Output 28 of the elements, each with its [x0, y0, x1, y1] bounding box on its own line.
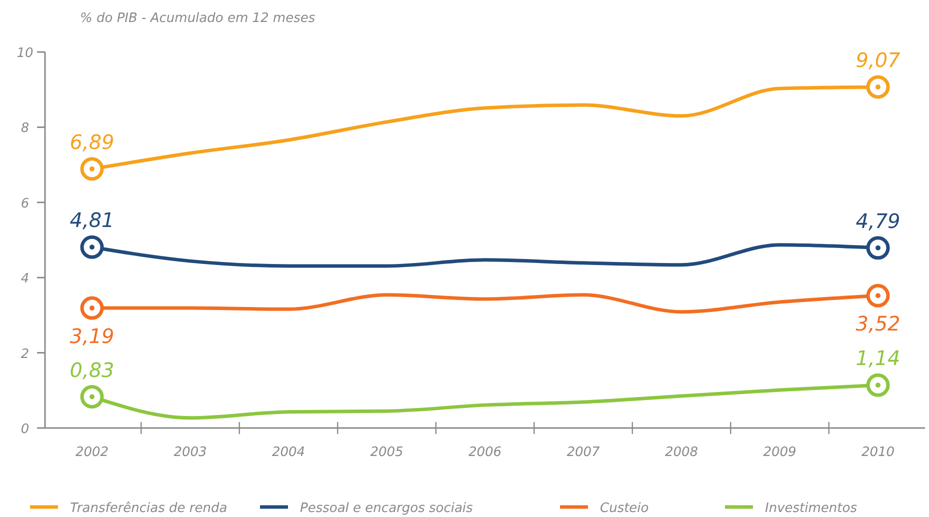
data-label: 0,83 [70, 358, 114, 382]
legend-label: Investimentos [765, 501, 858, 516]
x-tick-label: 2006 [468, 445, 502, 460]
y-tick-label: 6 [20, 196, 30, 212]
x-tick-label: 2003 [174, 445, 207, 460]
y-tick-label: 0 [20, 422, 30, 437]
chart-title: % do PIB - Acumulado em 12 meses [80, 11, 316, 26]
x-tick-label: 2010 [861, 445, 895, 460]
data-label: 1,14 [856, 346, 900, 370]
x-tick-label: 2005 [370, 445, 404, 460]
data-label: 3,52 [856, 312, 900, 336]
y-tick-label: 10 [16, 46, 34, 61]
y-tick-label: 4 [20, 272, 30, 287]
legend-label: Custeio [600, 501, 649, 516]
x-tick-label: 2008 [664, 445, 698, 460]
y-tick-label: 2 [20, 346, 30, 362]
data-label: 4,79 [856, 208, 900, 233]
x-tick-label: 2004 [272, 445, 306, 460]
x-tick-label: 2002 [75, 445, 109, 460]
data-label: 6,89 [70, 130, 114, 154]
legend-label: Pessoal e encargos sociais [300, 501, 474, 516]
x-tick-label: 2007 [566, 445, 601, 460]
data-label: 3,19 [70, 324, 114, 348]
y-tick-label: 8 [20, 121, 30, 136]
data-label: 9,07 [856, 48, 901, 72]
legend-label: Transferências de renda [70, 501, 228, 516]
data-label: 4,81 [70, 208, 114, 232]
x-tick-label: 2009 [763, 445, 796, 460]
